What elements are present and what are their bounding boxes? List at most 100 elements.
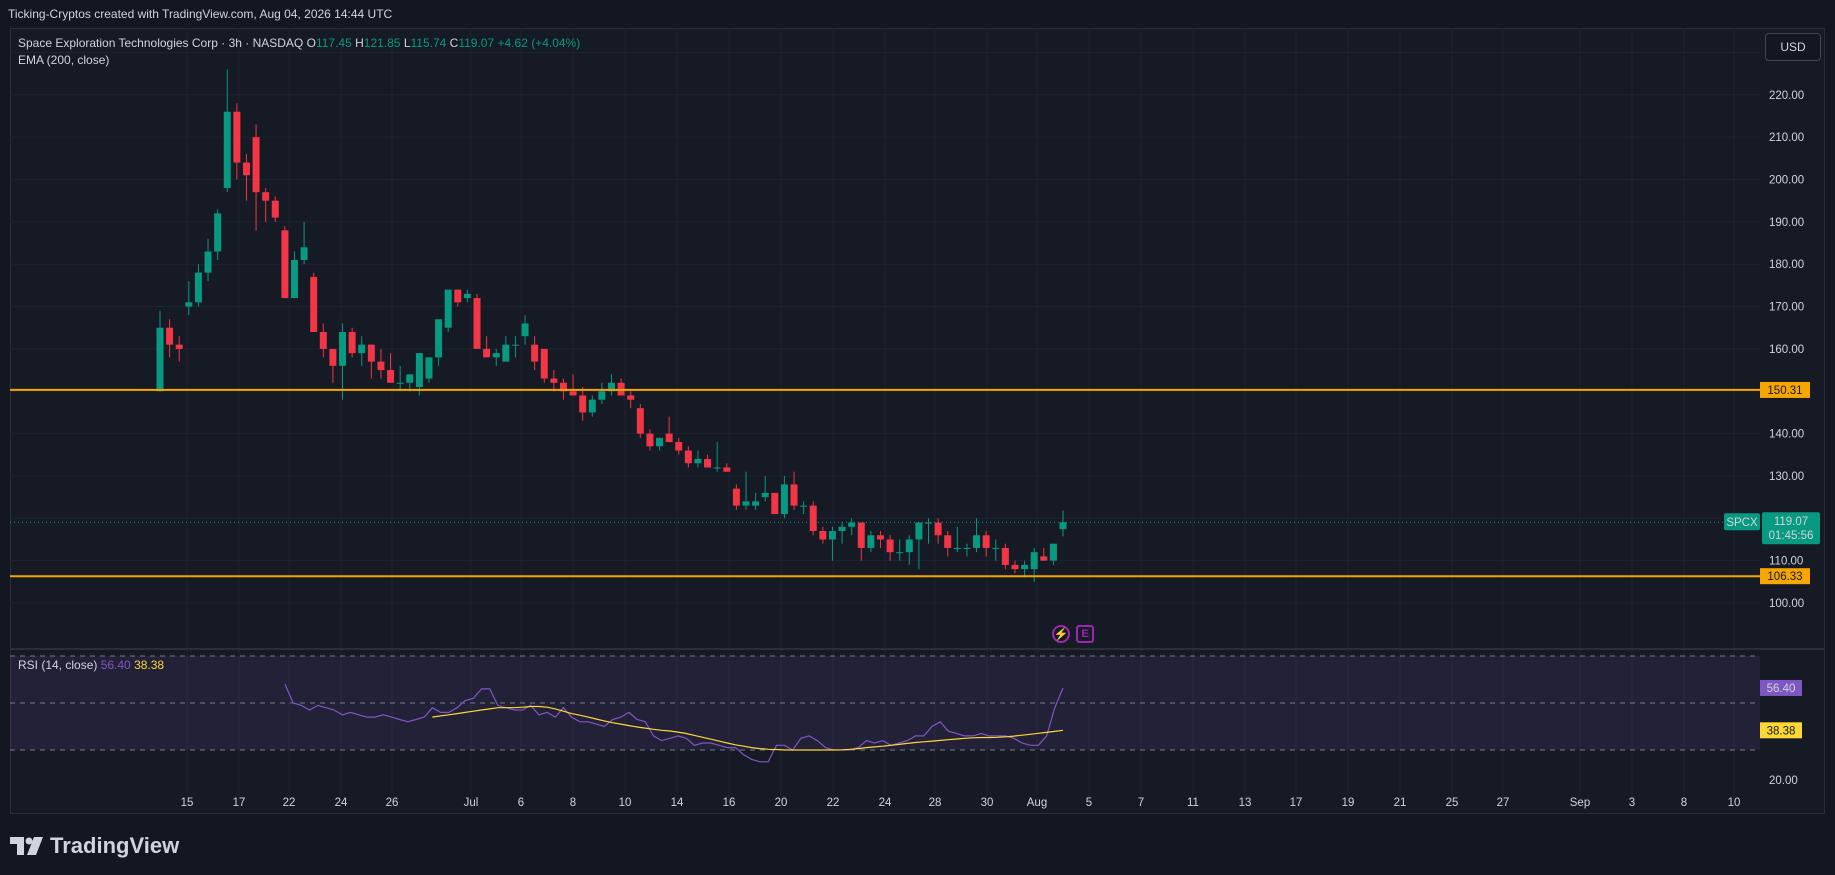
ema-legend[interactable]: EMA (200, close) <box>18 53 110 67</box>
candle-down <box>675 437 683 455</box>
time-tick-label: 27 <box>1497 797 1510 809</box>
time-tick-label: 13 <box>1239 797 1252 809</box>
candle-up <box>463 289 471 303</box>
time-tick-label: 17 <box>1290 797 1303 809</box>
time-tick-label: 26 <box>386 797 399 809</box>
candle-down <box>723 463 731 472</box>
candle-up <box>223 69 231 193</box>
candle-body <box>905 539 913 553</box>
candle-body <box>598 391 606 400</box>
candle-body <box>1011 564 1019 570</box>
candle-up <box>742 471 750 510</box>
rsi-label: RSI (14, close) <box>18 658 98 672</box>
time-tick-label: 3 <box>1629 797 1635 809</box>
candle-up <box>608 374 615 396</box>
candle-up <box>444 289 452 332</box>
candle-body <box>358 344 366 354</box>
candle-body <box>886 539 894 553</box>
tradingview-footer: TradingView <box>10 833 179 859</box>
candle-body <box>329 348 337 366</box>
candle-body <box>934 522 942 536</box>
candle-down <box>1001 543 1009 570</box>
candle-body <box>271 200 279 218</box>
time-tick-label: 5 <box>1086 797 1092 809</box>
time-tick-label: 8 <box>570 797 576 809</box>
candle-body <box>627 395 635 400</box>
candle-body <box>896 552 904 554</box>
chart-frame <box>10 28 1825 814</box>
candle-down <box>876 531 884 548</box>
candle-down <box>627 391 635 409</box>
candle-body <box>214 213 222 252</box>
candle-down <box>790 471 798 510</box>
split-event-icon[interactable]: ⚡ <box>1052 625 1070 643</box>
candle-body <box>425 357 433 379</box>
currency-button[interactable]: USD <box>1765 33 1821 61</box>
candle-up <box>156 310 164 392</box>
rsi-legend-value: 56.40 <box>100 658 131 672</box>
candle-up <box>828 526 836 561</box>
level-price-tag <box>1760 381 1810 398</box>
candle-body <box>550 378 558 383</box>
candle-body <box>559 382 567 392</box>
time-tick-label: 14 <box>671 797 684 809</box>
candle-up <box>800 501 808 515</box>
candle-up <box>502 336 510 362</box>
candle-up <box>963 543 971 557</box>
rsi-ma-value-label: 38.38 <box>1767 725 1796 737</box>
candle-body <box>876 535 884 540</box>
candle-body <box>867 535 875 548</box>
candle-up <box>953 526 961 553</box>
candle-down <box>367 344 375 379</box>
candle-body <box>992 547 1000 549</box>
candle-down <box>483 336 491 358</box>
candle-up <box>598 382 606 404</box>
candle-down <box>454 289 462 307</box>
rsi-line <box>284 683 1064 763</box>
candle-up <box>992 539 1000 561</box>
time-tick-label: 22 <box>283 797 296 809</box>
candle-body <box>367 344 375 362</box>
candle-body <box>492 353 500 358</box>
rsi-value-tag <box>1760 679 1802 696</box>
candle-down <box>1011 560 1019 574</box>
candle-up <box>761 475 769 502</box>
symbol-title: Space Exploration Technologies Corp · 3h… <box>18 36 304 50</box>
price-tick-label: 130.00 <box>1769 471 1804 483</box>
candle-up <box>300 221 308 265</box>
candle-body <box>684 450 692 464</box>
earnings-event-icon[interactable]: E <box>1076 625 1094 643</box>
time-tick-label: 6 <box>518 797 524 809</box>
close-value: 119.07 <box>458 36 495 50</box>
candle-up <box>425 357 433 383</box>
time-tick-label: 16 <box>723 797 736 809</box>
candle-body <box>771 492 779 515</box>
candle-body <box>339 331 347 366</box>
candle-down <box>636 403 644 438</box>
candle-body <box>752 501 760 506</box>
candle-body <box>166 327 174 345</box>
candle-up <box>838 522 846 544</box>
time-tick-label: Aug <box>1027 797 1047 809</box>
candle-body <box>1030 552 1038 570</box>
candle-up <box>925 518 933 544</box>
candle-body <box>569 391 577 396</box>
candle-up <box>492 348 500 366</box>
candle-up <box>290 251 298 299</box>
rsi-legend[interactable]: RSI (14, close) 56.40 38.38 <box>18 658 164 672</box>
candle-body <box>262 192 270 201</box>
candle-down <box>771 492 779 515</box>
candle-body <box>204 251 212 273</box>
candle-body <box>242 162 250 176</box>
candle-body <box>156 327 164 392</box>
candle-down <box>348 327 356 358</box>
candle-body <box>704 459 712 468</box>
time-tick-label: 25 <box>1446 797 1459 809</box>
candle-body <box>694 459 702 464</box>
time-tick-label: 28 <box>929 797 942 809</box>
candle-up <box>194 264 202 307</box>
price-tick-label: 170.00 <box>1769 302 1804 314</box>
candle-up <box>1021 560 1029 578</box>
candle-body <box>636 408 644 434</box>
